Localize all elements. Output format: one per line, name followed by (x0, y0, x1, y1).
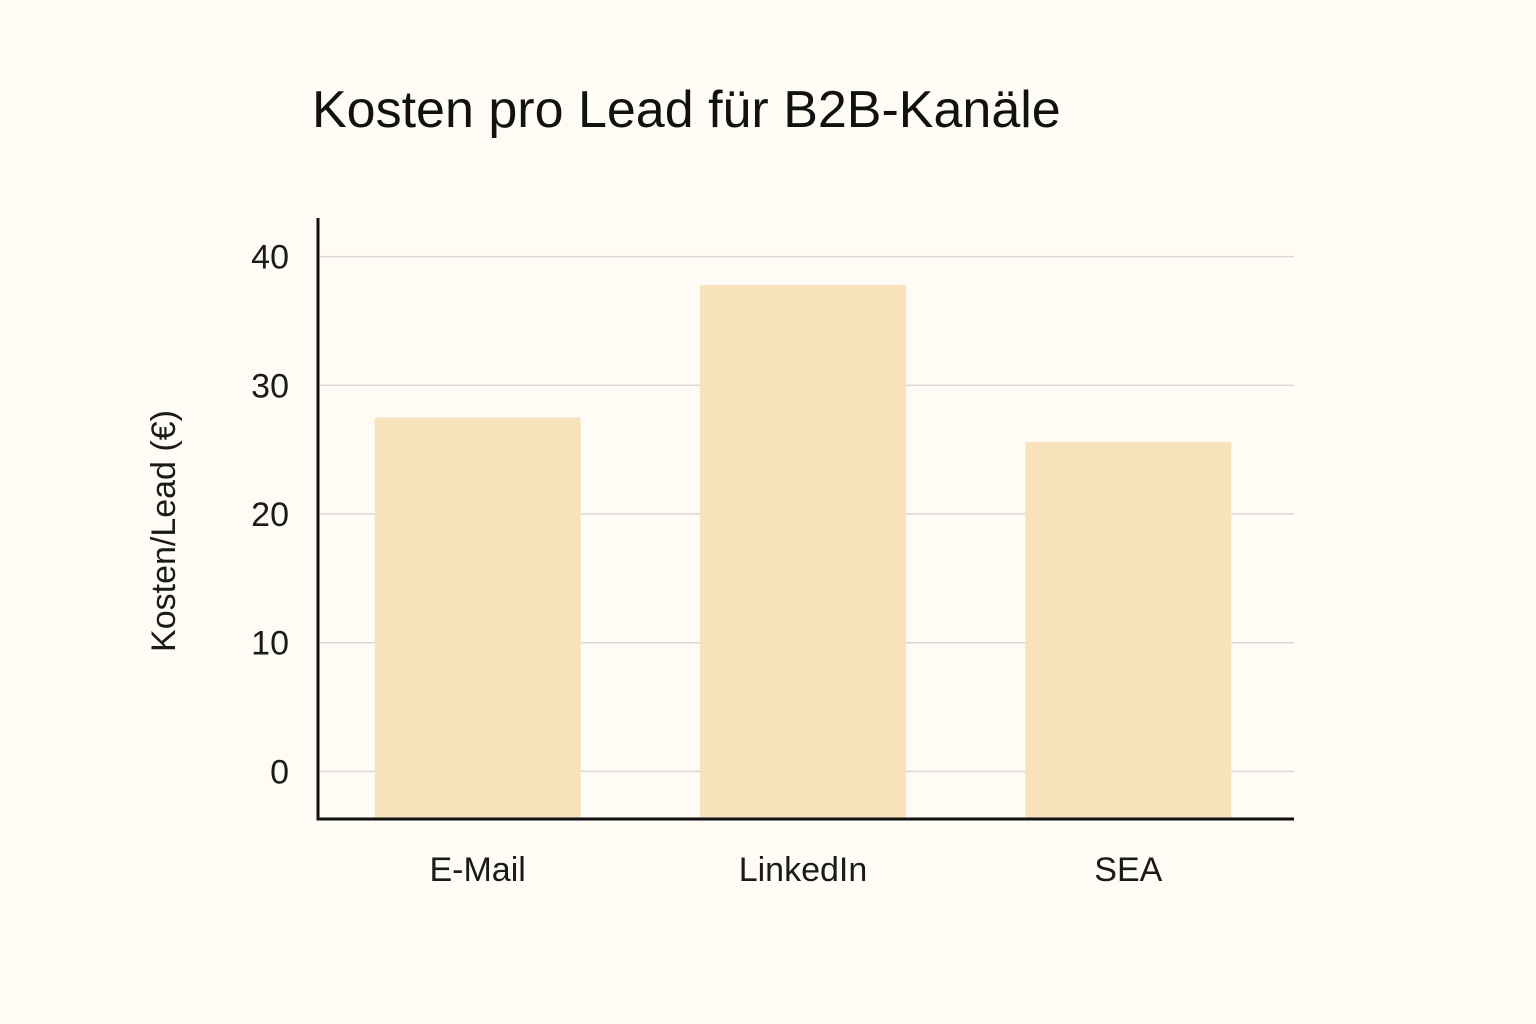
y-tick-label: 10 (251, 625, 289, 663)
y-tick-label: 0 (270, 753, 289, 791)
chart-title: Kosten pro Lead für B2B-Kanäle (312, 81, 1061, 139)
bars (374, 284, 1232, 819)
y-tick-label: 40 (251, 239, 289, 277)
x-tick-label: LinkedIn (739, 851, 868, 889)
y-tick-label: 20 (251, 496, 289, 534)
x-tick-label: E-Mail (429, 851, 525, 889)
axes (316, 218, 1294, 821)
x-tick-label: SEA (1094, 851, 1162, 889)
y-axis-label: Kosten/Lead (€) (145, 410, 183, 652)
x-axis-ticks: E-Mail LinkedIn SEA (429, 851, 1162, 889)
bar-linkedin (700, 284, 906, 819)
y-axis-ticks: 0 10 20 30 40 (251, 239, 289, 792)
bar-e-mail (374, 417, 581, 819)
y-tick-label: 30 (251, 367, 289, 405)
bar-sea (1025, 441, 1232, 819)
